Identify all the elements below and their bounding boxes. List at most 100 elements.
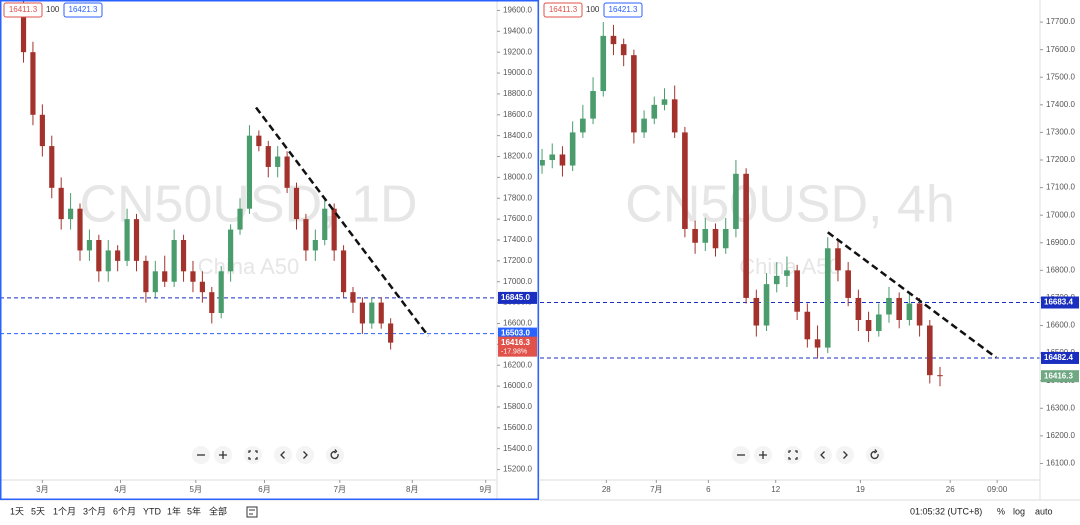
candle-body (743, 173, 749, 298)
nav-icon (248, 450, 258, 460)
y-tick-label: 17500.0 (1046, 72, 1075, 81)
candle-body (763, 284, 770, 326)
candle-body (610, 35, 617, 45)
y-tick-label: 16600.0 (1046, 321, 1075, 330)
candle-body (580, 118, 586, 133)
clock: 01:05:32 (UTC+8) (910, 506, 982, 516)
candle-body (906, 303, 913, 320)
watermark-sub: China A50 (739, 254, 841, 279)
nav-icon (303, 451, 308, 459)
y-tick-label: 15200.0 (503, 465, 532, 474)
watermark: CN50USD, 4h (625, 176, 954, 234)
header-box (603, 2, 643, 18)
header-box (63, 2, 103, 18)
y-tick-label: 17000.0 (503, 277, 532, 286)
price-label: 16482.4 (1044, 353, 1073, 362)
x-tick-label: 3月 (36, 485, 48, 494)
candle-body (256, 135, 262, 147)
price-label-box (498, 291, 537, 304)
candle-body (733, 173, 739, 229)
candle-body (712, 228, 719, 249)
range-button[interactable]: 5天 (31, 506, 45, 516)
nav-button[interactable] (784, 446, 802, 464)
candle-body (784, 270, 790, 276)
candle-body (322, 208, 328, 240)
x-tick-label: 7月 (650, 485, 662, 494)
candle-body (559, 154, 566, 166)
range-button[interactable]: 1个月 (53, 506, 76, 516)
nav-icon (788, 450, 798, 460)
range-button[interactable]: 1天 (10, 506, 24, 516)
candle-body (133, 219, 140, 261)
plot-area: CN50USD, 4h China A50 (540, 22, 1040, 387)
range-button[interactable]: YTD (143, 506, 162, 516)
x-tick-label: 7月 (334, 485, 346, 494)
last-price-change: -17.98% (501, 348, 527, 355)
range-button[interactable]: 6个月 (113, 506, 136, 516)
candle-body (340, 250, 347, 293)
nav-button[interactable] (274, 446, 292, 464)
candle-body (600, 35, 607, 92)
candle-body (661, 99, 668, 105)
last-price-box (1041, 370, 1079, 383)
compare-icon[interactable] (246, 506, 258, 518)
candle-body (105, 250, 111, 272)
candle-body (180, 240, 187, 272)
candle-body (350, 292, 356, 303)
trendline (255, 106, 430, 337)
y-tick-label: 17300.0 (1046, 128, 1075, 137)
candle-body (590, 91, 596, 119)
candle-body (671, 99, 678, 133)
last-price-label: 16416.3 (1044, 371, 1073, 380)
nav-button[interactable] (866, 446, 884, 464)
header-box (3, 2, 43, 18)
scale-option[interactable]: auto (1035, 506, 1053, 516)
range-button[interactable]: 3个月 (83, 506, 106, 516)
x-tick-label: 26 (946, 485, 955, 494)
candle-body (682, 132, 688, 229)
price-label: 16683.4 (1044, 298, 1073, 307)
y-tick-label: 17000.0 (1046, 210, 1075, 219)
range-button[interactable]: 5年 (187, 505, 201, 516)
scale-option[interactable]: % (997, 506, 1005, 516)
range-button[interactable]: 全部 (209, 505, 227, 516)
y-tick-label: 16600.0 (503, 319, 532, 328)
scale-option[interactable]: log (1013, 506, 1025, 516)
candle-body (218, 271, 224, 314)
nav-button[interactable] (836, 446, 854, 464)
candle-body (96, 240, 102, 272)
nav-button[interactable] (296, 446, 314, 464)
last-price-label: 16416.3 (501, 338, 530, 347)
candle-body (388, 323, 394, 343)
nav-icon (820, 451, 825, 459)
candle-body (814, 339, 821, 348)
candle-body (115, 250, 121, 261)
range-button[interactable]: 1年 (167, 505, 181, 516)
price-label: 16503.0 (501, 329, 530, 338)
x-tick-label: 12 (771, 485, 780, 494)
candle-body (773, 275, 780, 285)
candle-body (722, 228, 729, 249)
nav-icon (280, 451, 285, 459)
candle-body (835, 248, 841, 271)
trendline (827, 231, 997, 359)
header-value: 16411.3 (549, 5, 578, 14)
candle-body (190, 271, 196, 282)
nav-button[interactable] (244, 446, 262, 464)
x-tick-label: 4月 (114, 485, 126, 494)
candle-body (937, 375, 943, 377)
y-tick-label: 17800.0 (503, 193, 532, 202)
candle-body (845, 270, 851, 298)
nav-button[interactable] (814, 446, 832, 464)
candle-body (237, 208, 243, 230)
nav-button[interactable] (326, 446, 344, 464)
candle-body (284, 156, 290, 188)
x-tick-label: 9月 (479, 485, 491, 494)
y-tick-label: 18400.0 (503, 131, 532, 140)
x-tick-label: 6 (706, 485, 711, 494)
candle-body (58, 187, 64, 220)
candle-body (926, 325, 933, 376)
